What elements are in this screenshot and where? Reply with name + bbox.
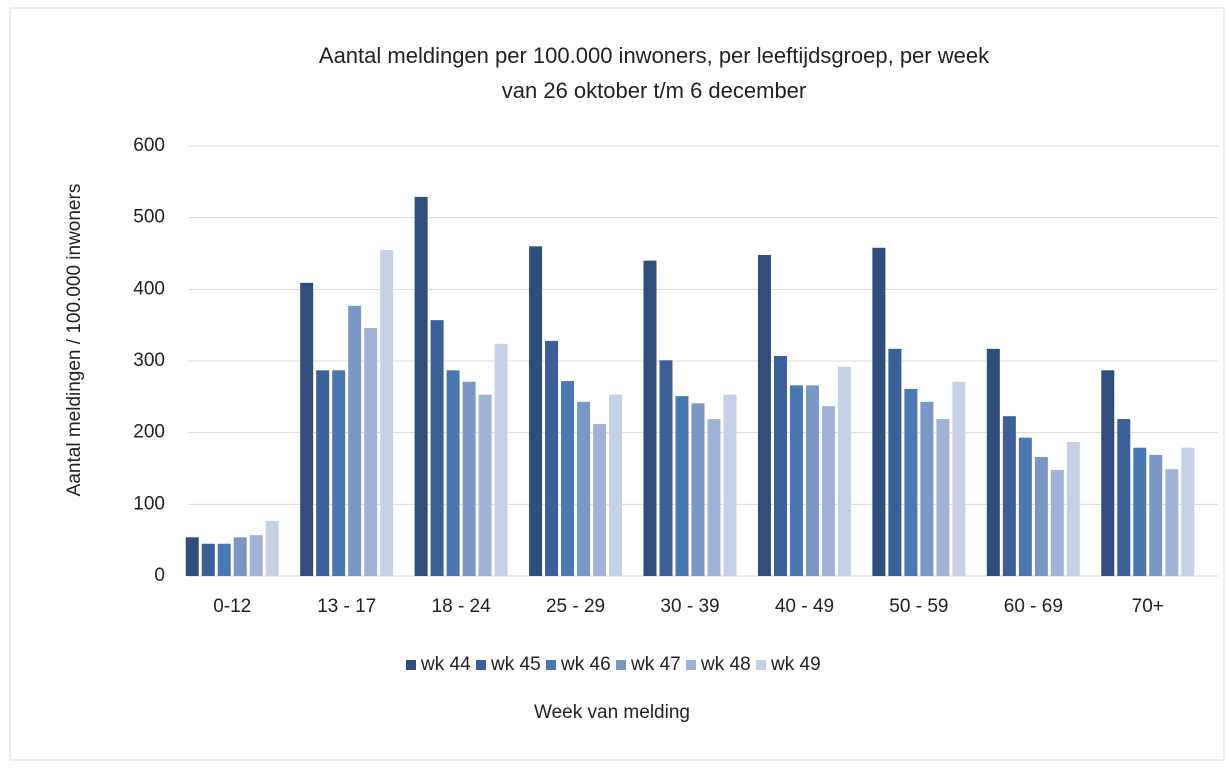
chart-title: Aantal meldingen per 100.000 inwoners, p… bbox=[319, 43, 990, 68]
y-tick-label: 500 bbox=[133, 207, 165, 228]
bar bbox=[380, 249, 394, 576]
y-tick-label: 600 bbox=[133, 135, 165, 156]
y-tick-label: 100 bbox=[133, 493, 165, 514]
bar bbox=[723, 394, 737, 576]
bar bbox=[494, 343, 508, 576]
bar bbox=[201, 543, 215, 576]
x-tick-label: 25 - 29 bbox=[546, 596, 605, 617]
bar bbox=[986, 348, 1000, 576]
bar bbox=[1117, 419, 1131, 576]
chart-subtitle: van 26 oktober t/m 6 december bbox=[502, 78, 807, 103]
legend-label: wk 45 bbox=[490, 654, 541, 675]
legend-swatch bbox=[616, 660, 626, 670]
bar bbox=[593, 424, 607, 576]
bar bbox=[446, 370, 460, 576]
bar bbox=[872, 247, 886, 576]
legend-swatch bbox=[756, 660, 766, 670]
x-tick-label: 70+ bbox=[1132, 596, 1164, 617]
bar bbox=[773, 355, 787, 576]
bar bbox=[364, 328, 378, 576]
bar bbox=[821, 406, 835, 576]
bar bbox=[1018, 437, 1032, 576]
bar bbox=[691, 403, 705, 576]
bar bbox=[430, 320, 444, 576]
bar bbox=[478, 394, 492, 576]
bar bbox=[1165, 469, 1179, 576]
bar bbox=[643, 260, 657, 576]
bar bbox=[1034, 457, 1048, 576]
bar bbox=[414, 196, 428, 576]
legend-label: wk 49 bbox=[770, 654, 821, 675]
x-tick-label: 30 - 39 bbox=[660, 596, 719, 617]
bar bbox=[707, 419, 721, 576]
bar bbox=[185, 537, 199, 576]
bar bbox=[837, 366, 851, 576]
y-tick-label: 200 bbox=[133, 422, 165, 443]
legend-label: wk 47 bbox=[630, 654, 681, 675]
y-tick-label: 400 bbox=[133, 278, 165, 299]
x-axis-label: Week van melding bbox=[534, 702, 690, 723]
bar bbox=[545, 340, 559, 576]
bar bbox=[805, 385, 819, 576]
bar bbox=[316, 370, 330, 576]
bar bbox=[249, 535, 263, 576]
bar bbox=[348, 305, 362, 576]
chart-frame bbox=[9, 7, 1225, 761]
bar bbox=[789, 385, 803, 576]
bar bbox=[1050, 469, 1064, 576]
y-tick-label: 300 bbox=[133, 350, 165, 371]
legend-label: wk 44 bbox=[420, 654, 471, 675]
x-tick-label: 18 - 24 bbox=[432, 596, 492, 617]
bar bbox=[217, 543, 231, 576]
bar bbox=[1133, 447, 1147, 576]
x-tick-label: 50 - 59 bbox=[889, 596, 948, 617]
bar bbox=[936, 419, 950, 576]
bar bbox=[561, 381, 575, 576]
bar bbox=[265, 520, 279, 576]
legend-label: wk 46 bbox=[560, 654, 611, 675]
bar bbox=[675, 396, 689, 576]
y-tick-label: 0 bbox=[154, 565, 165, 586]
bar bbox=[904, 388, 918, 576]
bar bbox=[659, 360, 673, 576]
bar bbox=[1181, 447, 1195, 576]
bar bbox=[529, 246, 543, 577]
bar bbox=[757, 254, 771, 576]
bar bbox=[300, 282, 314, 576]
legend-swatch bbox=[546, 660, 556, 670]
bar bbox=[952, 381, 966, 576]
legend-label: wk 48 bbox=[700, 654, 751, 675]
legend-swatch bbox=[406, 660, 416, 670]
bar bbox=[1066, 441, 1080, 576]
bar bbox=[1002, 416, 1016, 576]
x-tick-label: 40 - 49 bbox=[775, 596, 834, 617]
bar bbox=[888, 348, 902, 576]
x-tick-label: 0-12 bbox=[213, 596, 251, 617]
x-tick-label: 60 - 69 bbox=[1004, 596, 1063, 617]
legend-swatch bbox=[476, 660, 486, 670]
bar bbox=[1149, 454, 1163, 576]
bar bbox=[233, 537, 247, 576]
bar bbox=[332, 370, 346, 576]
bar bbox=[1101, 370, 1115, 576]
bar bbox=[609, 394, 623, 576]
legend-swatch bbox=[686, 660, 696, 670]
bar bbox=[920, 401, 934, 576]
x-tick-label: 13 - 17 bbox=[317, 596, 376, 617]
bar bbox=[462, 381, 476, 576]
bar bbox=[577, 401, 591, 576]
y-axis-label: Aantal meldingen / 100.000 inwoners bbox=[64, 184, 85, 497]
